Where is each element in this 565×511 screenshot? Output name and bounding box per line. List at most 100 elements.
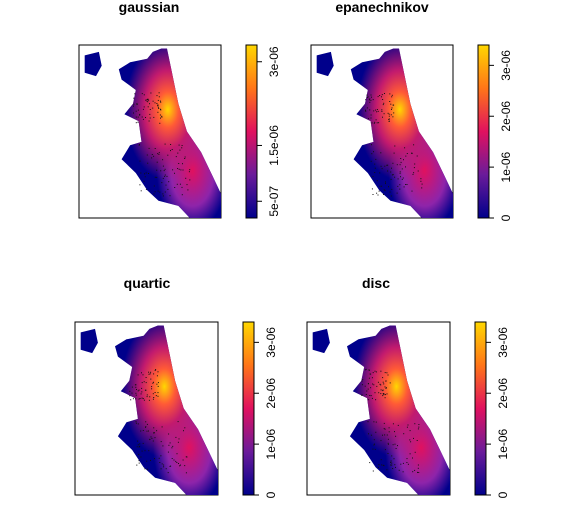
incident-point [385, 182, 386, 184]
incident-point [421, 187, 423, 189]
incident-point [135, 110, 137, 112]
incident-point [135, 398, 137, 400]
incident-point [386, 393, 388, 395]
incident-point [158, 108, 160, 109]
incident-point [145, 382, 147, 384]
incident-point [156, 383, 158, 385]
incident-point [147, 106, 149, 108]
incident-point [136, 446, 138, 448]
incident-point [373, 110, 375, 112]
incident-point [391, 188, 393, 190]
incident-point [381, 168, 383, 170]
incident-point [140, 190, 142, 192]
incident-point [361, 394, 363, 396]
incident-point [139, 144, 140, 146]
incident-point [153, 116, 155, 118]
incident-point [162, 445, 164, 447]
incident-point [178, 144, 180, 146]
incident-point [366, 96, 368, 98]
incident-point [388, 113, 390, 115]
incident-point [176, 453, 178, 455]
incident-point [186, 456, 188, 458]
incident-point [147, 101, 149, 103]
incident-point [421, 183, 423, 185]
panel-title: quartic [124, 275, 171, 291]
incident-point [377, 466, 379, 468]
incident-point [164, 168, 166, 170]
incident-point [157, 385, 159, 387]
incident-point [373, 421, 375, 423]
incident-point [417, 471, 418, 473]
incident-point [149, 109, 151, 110]
colorbar [242, 321, 255, 496]
incident-point [381, 94, 383, 96]
incident-point [392, 444, 394, 446]
incident-point [157, 106, 159, 108]
incident-point [181, 147, 183, 149]
incident-point [147, 162, 149, 164]
incident-point [384, 449, 386, 451]
incident-point [367, 96, 369, 98]
incident-point [154, 392, 156, 393]
incident-point [393, 458, 395, 460]
incident-point [411, 152, 413, 154]
incident-point [153, 155, 155, 157]
incident-point [384, 428, 386, 430]
incident-point [169, 442, 171, 444]
incident-point [390, 461, 392, 463]
incident-point [388, 118, 390, 120]
incident-point [420, 178, 422, 180]
incident-point [377, 96, 379, 98]
colorbar-tick-label: 3e-06 [267, 46, 281, 77]
incident-point [144, 176, 146, 178]
incident-point [369, 101, 371, 103]
incident-point [392, 468, 394, 469]
incident-point [137, 109, 139, 111]
incident-point [387, 170, 389, 172]
incident-point [135, 384, 137, 386]
incident-point [368, 433, 369, 435]
incident-point [171, 149, 173, 150]
incident-point [169, 465, 171, 467]
incident-point [167, 451, 169, 453]
incident-point [391, 464, 393, 466]
incident-point [153, 185, 155, 187]
incident-point [376, 111, 378, 113]
incident-point [399, 172, 401, 174]
incident-point [157, 382, 159, 384]
incident-point [380, 389, 382, 391]
incident-point [146, 430, 148, 432]
incident-point [188, 171, 190, 173]
incident-point [380, 152, 382, 154]
incident-point [139, 184, 141, 186]
incident-point [383, 465, 385, 467]
incident-point [371, 377, 373, 379]
incident-point [158, 457, 160, 459]
colorbar-tick-label: 2e-06 [264, 378, 278, 409]
incident-point [186, 184, 188, 186]
incident-point [390, 460, 392, 462]
incident-point [371, 397, 373, 399]
incident-point [184, 427, 186, 429]
incident-point [374, 370, 376, 372]
incident-point [139, 160, 141, 162]
incident-point [417, 170, 419, 172]
incident-point [149, 113, 151, 115]
incident-point [379, 185, 381, 187]
panel-title: disc [362, 275, 390, 291]
incident-point [388, 186, 389, 188]
incident-point [171, 447, 173, 449]
incident-point [131, 392, 133, 394]
incident-point [395, 466, 396, 468]
incident-point [420, 180, 422, 182]
incident-point [413, 172, 415, 174]
density-north-hotspot [347, 325, 450, 495]
incident-point [417, 467, 419, 469]
incident-point [376, 192, 378, 194]
incident-point [157, 392, 159, 394]
incident-point [148, 373, 150, 375]
incident-point [157, 105, 159, 107]
incident-point [152, 440, 154, 442]
incident-point [174, 187, 176, 188]
incident-point [159, 100, 161, 102]
